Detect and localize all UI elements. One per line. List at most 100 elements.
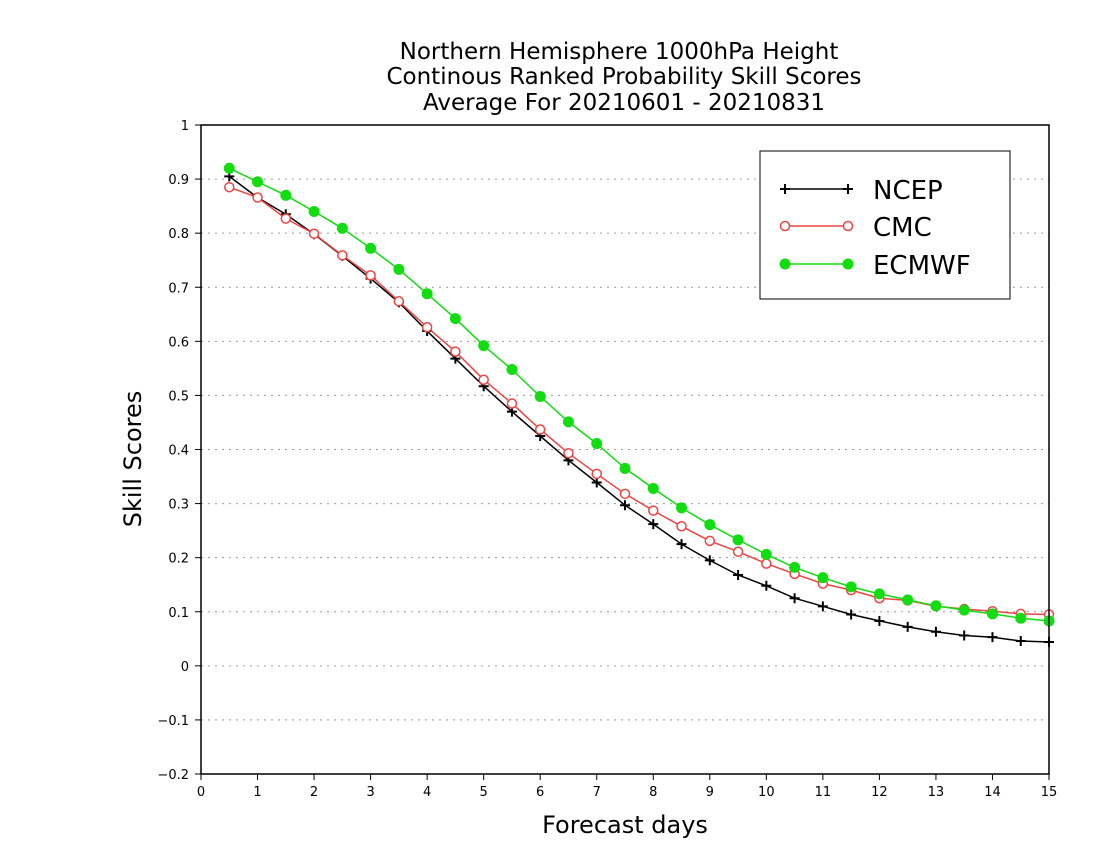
data-point (421, 288, 433, 300)
data-point (336, 222, 348, 234)
data-point (393, 296, 405, 307)
y-tick-label: −0.1 (157, 714, 189, 729)
data-point (817, 601, 828, 612)
x-tick-label: 2 (310, 785, 318, 800)
data-point (902, 621, 913, 632)
legend-item-ecmwf: ECMWF (779, 251, 971, 281)
y-tick-label: 0.8 (168, 227, 189, 242)
legend-marker (779, 258, 791, 270)
title-line-3: Average For 20210601 - 20210831 (423, 90, 825, 116)
data-point (930, 600, 942, 612)
x-tick-label: 12 (871, 785, 888, 800)
data-point (874, 615, 885, 626)
data-point (648, 519, 659, 530)
data-point (930, 626, 941, 637)
legend-marker (779, 220, 791, 232)
data-point (337, 250, 348, 261)
data-point (506, 398, 518, 409)
data-point (987, 632, 998, 643)
x-tick-label: 10 (758, 785, 775, 800)
x-tick-label: 1 (253, 785, 261, 800)
data-point (450, 346, 461, 357)
y-tick-label: 0.6 (168, 335, 189, 350)
legend-item-cmc: CMC (779, 213, 932, 243)
data-point (365, 242, 377, 254)
data-point (280, 189, 292, 201)
data-point (958, 604, 970, 616)
x-tick-label: 0 (197, 785, 205, 800)
data-point (676, 521, 687, 532)
legend-marker (780, 184, 790, 194)
legend-marker (842, 258, 854, 270)
data-point (280, 213, 292, 224)
data-point (308, 228, 320, 239)
title-line-2: Continous Ranked Probability Skill Score… (386, 64, 861, 90)
data-point (534, 390, 546, 402)
data-point (620, 500, 630, 511)
data-point (873, 588, 885, 600)
y-tick-label: 0.5 (168, 389, 189, 404)
x-tick-label: 3 (366, 785, 374, 800)
data-point (478, 340, 490, 352)
y-tick-label: 0.2 (168, 552, 189, 567)
data-point (845, 581, 857, 593)
data-point (902, 594, 914, 606)
data-point (647, 482, 659, 494)
x-tick-label: 7 (593, 785, 601, 800)
data-point (817, 572, 829, 584)
data-point (1015, 612, 1027, 624)
data-point (761, 580, 772, 591)
data-point (1015, 635, 1026, 646)
y-tick-label: 0 (181, 660, 189, 675)
legend-label: CMC (873, 213, 932, 243)
legend-item-ncep: NCEP (780, 176, 943, 206)
data-point (704, 535, 716, 547)
y-tick-label: 0.9 (168, 173, 189, 188)
data-point (421, 322, 433, 333)
x-tick-label: 6 (536, 785, 544, 800)
data-point (591, 477, 602, 488)
legend-label: NCEP (873, 176, 943, 206)
data-point (365, 270, 376, 281)
x-tick-label: 15 (1041, 785, 1058, 800)
x-tick-label: 9 (706, 785, 714, 800)
series-layer (223, 162, 1055, 648)
y-tick-label: −0.2 (157, 768, 189, 783)
title-line-1: Northern Hemisphere 1000hPa Height (400, 39, 839, 65)
data-point (760, 548, 772, 560)
data-point (534, 424, 546, 435)
data-point (478, 374, 489, 385)
data-point (986, 608, 998, 620)
x-tick-label: 5 (480, 785, 488, 800)
x-tick-label: 11 (815, 785, 832, 800)
y-tick-label: 1 (181, 119, 189, 134)
data-point (676, 502, 688, 514)
x-tick-label: 13 (928, 785, 945, 800)
data-point (449, 313, 461, 325)
data-point (959, 630, 970, 641)
data-point (704, 519, 716, 531)
data-point (732, 534, 744, 546)
data-point (308, 206, 320, 218)
chart-title: Northern Hemisphere 1000hPa Height Conti… (386, 39, 861, 116)
x-axis: 0 1 2 3 4 5 6 7 8 9 10 11 12 13 14 15 (197, 774, 1057, 800)
data-point (224, 181, 235, 193)
data-point (563, 448, 574, 459)
data-point (506, 363, 518, 375)
data-point (562, 416, 574, 428)
y-axis: −0.2 −0.1 0 0.1 0.2 0.3 0.4 0.5 0.6 0.7 0.8 0.9 1 (157, 119, 201, 783)
data-point (648, 505, 659, 516)
data-point (789, 561, 801, 573)
data-point (619, 488, 631, 500)
legend-marker (843, 184, 853, 194)
x-tick-label: 14 (984, 785, 1001, 800)
x-tick-label: 8 (649, 785, 657, 800)
legend-marker (842, 220, 854, 232)
x-axis-label: Forecast days (542, 811, 708, 839)
y-axis-label: Skill Scores (119, 391, 147, 528)
series-ecmwf (223, 162, 1055, 627)
y-tick-label: 0.4 (168, 444, 189, 459)
data-point (704, 555, 715, 566)
y-tick-label: 0.3 (168, 498, 189, 513)
legend: NCEP CMC ECMWF (759, 150, 1011, 300)
